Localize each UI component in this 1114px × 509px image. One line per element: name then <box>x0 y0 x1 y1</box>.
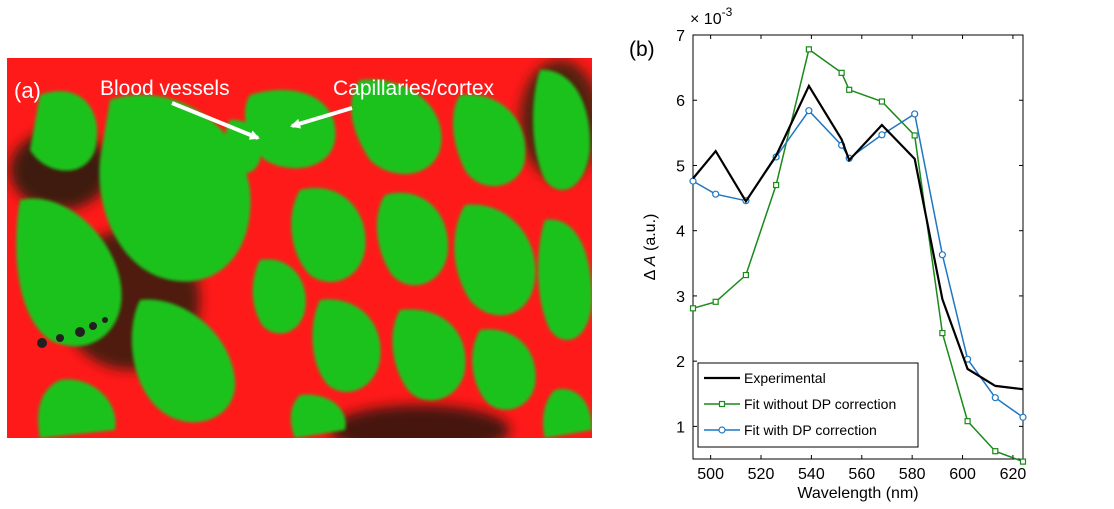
x-tick-label: 520 <box>748 466 775 483</box>
legend-box <box>697 362 919 448</box>
data-point <box>992 448 999 455</box>
legend-marker <box>718 426 726 434</box>
data-point <box>991 394 999 402</box>
data-point <box>846 86 853 93</box>
y-tick-label: 3 <box>676 289 685 306</box>
spectrum-chart-panel: (b) 500 520 540 560 580 600 620 1 2 3 4 5 6 7 × 10-3 Wa… <box>600 0 1114 504</box>
data-point <box>712 190 720 198</box>
series-line <box>692 83 1024 391</box>
cortex-image: (a) Blood vessels Capillaries/cortex <box>7 58 592 438</box>
data-point <box>938 251 946 259</box>
data-point <box>1019 413 1027 421</box>
x-axis-label: Wavelength (nm) <box>797 485 918 502</box>
chart-axes: 500 520 540 560 580 600 620 1 2 3 4 5 6 7 × 10-3 Wavele… <box>642 5 1026 502</box>
data-point <box>939 330 946 337</box>
y-axis-label: Δ A (a.u.) <box>642 214 659 281</box>
series-1 <box>689 46 1027 465</box>
data-point <box>838 69 845 76</box>
x-tick-label: 560 <box>848 466 875 483</box>
chart-legend: Experimental Fit without DP correction Fit… <box>697 362 919 448</box>
x-tick-label: 500 <box>697 466 724 483</box>
data-point <box>712 298 719 305</box>
plot-frame <box>692 34 1024 460</box>
data-point <box>1019 458 1027 465</box>
y-tick-label: 6 <box>676 93 685 110</box>
y-tick-label: 5 <box>676 158 685 175</box>
data-point <box>878 131 886 139</box>
y-tick-label: 1 <box>676 419 685 436</box>
panel-b-label: (b) <box>629 38 655 61</box>
x-tick-label: 540 <box>798 466 825 483</box>
data-point <box>742 271 750 279</box>
legend-label: Experimental <box>744 370 826 386</box>
series-0 <box>692 83 1024 391</box>
dark-spots <box>37 317 108 348</box>
arrow-blood-vessels <box>171 101 260 140</box>
x-tick-label: 600 <box>949 466 976 483</box>
annotation-blood-vessels: Blood vessels <box>100 77 230 100</box>
spectrum-chart: (b) 500 520 540 560 580 600 620 1 2 3 4 5 6 7 × 10-3 Wa… <box>629 5 1027 502</box>
legend-label: Fit without DP correction <box>744 396 896 412</box>
y-exponent-label: × 10-3 <box>690 5 733 28</box>
data-point <box>689 305 697 312</box>
y-tick-label: 2 <box>676 354 685 371</box>
data-point <box>878 98 886 105</box>
y-tick-label: 7 <box>676 28 685 45</box>
data-point <box>805 46 812 53</box>
arrow-capillaries <box>290 106 353 129</box>
data-point <box>911 110 919 118</box>
data-point <box>689 177 697 185</box>
cortex-image-panel: (a) Blood vessels Capillaries/cortex <box>7 58 592 438</box>
panel-a-label: (a) <box>14 78 41 103</box>
legend-marker <box>718 400 726 408</box>
data-point <box>805 107 813 115</box>
chart-series <box>689 46 1027 465</box>
data-point <box>773 181 780 189</box>
data-point <box>964 418 971 425</box>
annotation-capillaries: Capillaries/cortex <box>333 77 495 100</box>
y-tick-label: 4 <box>676 224 685 241</box>
x-tick-label: 620 <box>1000 466 1027 483</box>
data-point <box>911 132 918 139</box>
legend-label: Fit with DP correction <box>744 422 877 438</box>
x-tick-label: 580 <box>899 466 926 483</box>
